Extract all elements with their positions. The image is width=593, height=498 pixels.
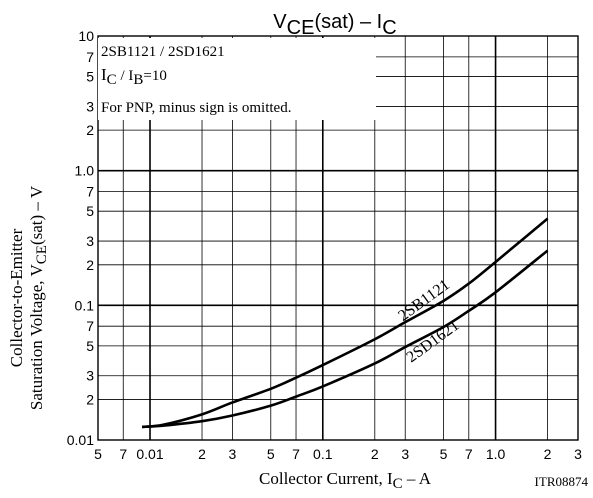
- x-tick-label: 5: [94, 446, 102, 462]
- x-axis-label: Collector Current, IC – A: [259, 469, 432, 492]
- x-tick-label: 7: [292, 446, 300, 462]
- x-axis-label-pre: Collector Current, I: [259, 469, 393, 488]
- y-tick-label: 2: [86, 257, 94, 273]
- figure-code: ITR08874: [535, 474, 589, 489]
- annotation-ratio: =10: [143, 68, 166, 84]
- annotation-pnp-note: For PNP, minus sign is omitted.: [101, 100, 291, 116]
- x-tick-label: 7: [119, 446, 127, 462]
- title-v: V: [273, 11, 287, 33]
- title-sub-ce: CE: [287, 17, 315, 39]
- x-tick-label: 2: [198, 446, 206, 462]
- y-tick-label: 3: [86, 98, 94, 114]
- x-tick-label: 0.1: [313, 446, 333, 462]
- title-sub-c: C: [382, 17, 396, 39]
- y-axis-label-line2: Saturation Voltage, VCE(sat) – V: [27, 185, 50, 410]
- y-tick-label: 0.1: [75, 297, 95, 313]
- grid: [97, 35, 579, 441]
- x-tick-label: 3: [229, 446, 237, 462]
- annotation-ic-pre: I: [101, 65, 107, 84]
- y-axis-label-line1: Collector-to-Emitter: [7, 228, 26, 367]
- y-tick-label: 7: [86, 184, 94, 200]
- x-tick-label: 2: [544, 446, 552, 462]
- annotation-ic-mid: / I: [117, 68, 134, 84]
- x-tick-label: 3: [401, 446, 409, 462]
- y-tick-label: 7: [86, 318, 94, 334]
- y-axis-label-sub: CE: [34, 245, 50, 264]
- annotation-ib-sub: B: [133, 72, 143, 88]
- plot-frame: [97, 35, 579, 441]
- y-tick-label: 5: [86, 338, 94, 354]
- x-tick-label: 2: [371, 446, 379, 462]
- chart-title: VCE(sat) – IC: [273, 11, 396, 39]
- series-line-2sb1121: [141, 217, 549, 429]
- x-axis-label-sub: C: [393, 476, 403, 492]
- y-tick-label: 10: [78, 28, 94, 44]
- title-mid: (sat) – I: [314, 11, 382, 33]
- y-tick-label: 5: [86, 203, 94, 219]
- annotation-part-numbers: 2SB1121 / 2SD1621: [101, 44, 225, 60]
- x-tick-label: 3: [574, 446, 582, 462]
- x-tick-label: 7: [465, 446, 473, 462]
- y-tick-label: 5: [86, 69, 94, 85]
- series-line-2sd1621: [142, 249, 549, 429]
- annotation-background: [98, 38, 376, 120]
- y-axis-label-post: (sat) – V: [27, 185, 46, 245]
- annotation-ic-ib: IC / IB=10: [101, 65, 167, 88]
- y-tick-label: 3: [86, 233, 94, 249]
- x-tick-label: 5: [267, 446, 275, 462]
- y-tick-label: 2: [86, 122, 94, 138]
- x-tick-label: 5: [440, 446, 448, 462]
- series-label-2sd1621: 2SD1621: [404, 317, 463, 366]
- y-tick-label: 3: [86, 368, 94, 384]
- y-tick-label: 7: [86, 49, 94, 65]
- y-tick-label: 0.01: [67, 432, 94, 448]
- y-axis-label: Collector-to-Emitter Saturation Voltage,…: [7, 185, 50, 410]
- x-tick-label: 1.0: [486, 446, 506, 462]
- tick-labels: 5 7 0.01 2 3 5 7 0.1 2 3 5 7 1.0 2 3 0.01 2 3 5 7 0.1 2 3 5 7 1.0…: [67, 28, 582, 462]
- y-axis-label-pre: Saturation Voltage, V: [27, 264, 46, 411]
- y-tick-label: 2: [86, 391, 94, 407]
- annotation-ic-sub: C: [107, 72, 117, 88]
- y-tick-label: 1.0: [75, 163, 95, 179]
- x-tick-label: 0.01: [136, 446, 163, 462]
- x-axis-label-post: – A: [403, 469, 432, 488]
